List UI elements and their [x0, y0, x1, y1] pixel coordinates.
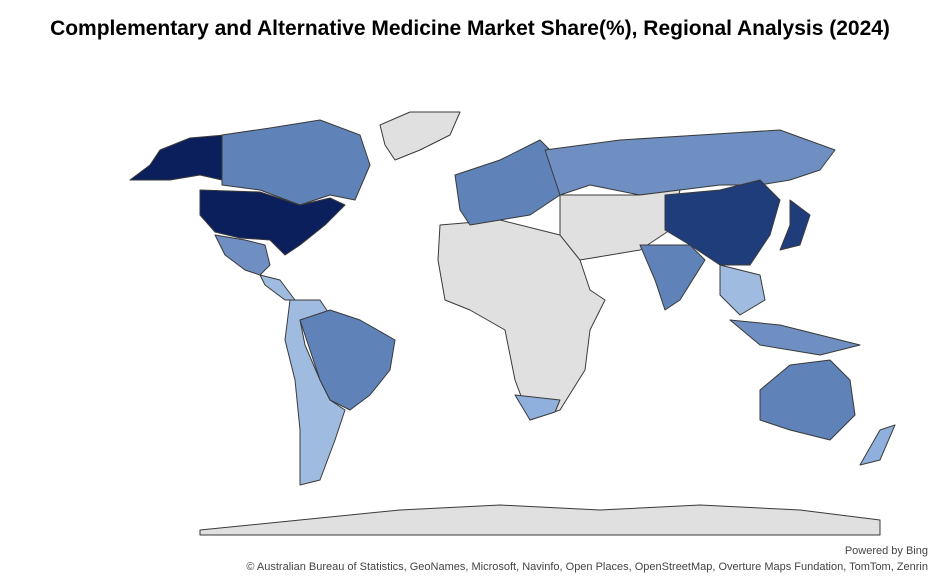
- powered-by: Powered by Bing: [844, 545, 928, 557]
- region-mexico: [214, 234, 271, 276]
- region-southeast-asia: [719, 264, 766, 316]
- region-central-america: [259, 274, 296, 301]
- attribution: © Australian Bureau of Statistics, GeoNa…: [246, 561, 928, 573]
- region-japan: [779, 199, 811, 251]
- region-middle-east: [559, 189, 681, 261]
- region-greenland: [379, 111, 461, 161]
- region-canada: [221, 119, 371, 206]
- map-title: Complementary and Alternative Medicine M…: [50, 17, 890, 40]
- region-russia: [544, 129, 836, 196]
- region-europe: [454, 139, 561, 226]
- region-indonesia: [729, 319, 861, 356]
- region-new-zealand: [859, 424, 896, 466]
- region-alaska: [129, 134, 226, 181]
- region-usa: [199, 189, 346, 256]
- region-south-africa: [514, 394, 561, 421]
- region-australia: [759, 359, 856, 441]
- region-china: [664, 179, 781, 266]
- region-brazil: [299, 309, 396, 411]
- region-antarctica: [199, 504, 881, 536]
- region-india: [639, 244, 706, 311]
